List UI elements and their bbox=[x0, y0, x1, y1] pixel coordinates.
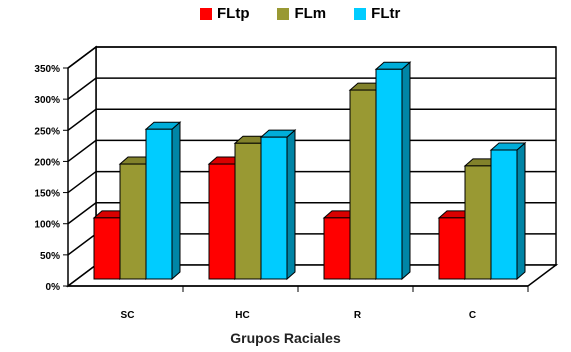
bar-side-fltr-c bbox=[516, 141, 526, 281]
legend: FLtp FLm FLtr bbox=[200, 5, 400, 22]
bar-side-fltr-hc bbox=[286, 129, 296, 281]
y-tick-label: 350% bbox=[34, 64, 60, 75]
y-tick-label: 200% bbox=[34, 157, 60, 168]
y-tick-label: 250% bbox=[34, 126, 60, 137]
bar-fltp-sc bbox=[93, 217, 121, 280]
legend-item-fltr: FLtr bbox=[354, 5, 400, 22]
legend-swatch-fltp bbox=[200, 7, 212, 20]
legend-label-fltr: FLtr bbox=[371, 5, 401, 22]
bar-fltr-c bbox=[490, 149, 518, 280]
bar-flm-c bbox=[464, 165, 492, 280]
y-tick-label: 150% bbox=[34, 189, 60, 200]
bar-fltp-c bbox=[438, 217, 466, 280]
bar-fltp-r bbox=[323, 217, 351, 280]
y-tick-label: 50% bbox=[40, 251, 60, 262]
legend-swatch-flm bbox=[277, 7, 290, 20]
x-tick-label: SC bbox=[121, 310, 135, 321]
x-tick-label: R bbox=[354, 310, 362, 321]
legend-swatch-fltr bbox=[354, 7, 367, 20]
bar-side-fltr-r bbox=[401, 61, 411, 281]
bar-fltr-sc bbox=[145, 128, 173, 280]
side-wall bbox=[67, 45, 97, 288]
x-tick-label: C bbox=[469, 310, 476, 321]
bar-flm-hc bbox=[234, 142, 262, 280]
legend-label-flm: FLm bbox=[294, 5, 327, 22]
bar-fltr-r bbox=[375, 68, 403, 280]
legend-item-fltp: FLtp bbox=[200, 5, 249, 22]
bar-fltp-hc bbox=[208, 163, 236, 280]
y-tick-label: 300% bbox=[34, 95, 60, 106]
gridline bbox=[67, 46, 556, 69]
y-tick-label: 0% bbox=[46, 282, 61, 293]
x-axis-title: Grupos Raciales bbox=[230, 330, 341, 346]
legend-item-flm: FLm bbox=[277, 5, 326, 22]
y-tick-label: 100% bbox=[34, 220, 60, 231]
x-tick-label: HC bbox=[235, 310, 249, 321]
bar-flm-r bbox=[349, 89, 377, 280]
legend-label-fltp: FLtp bbox=[217, 5, 250, 22]
bar-fltr-hc bbox=[260, 136, 288, 280]
bar-flm-sc bbox=[119, 163, 147, 280]
bar-side-fltr-sc bbox=[171, 121, 181, 281]
